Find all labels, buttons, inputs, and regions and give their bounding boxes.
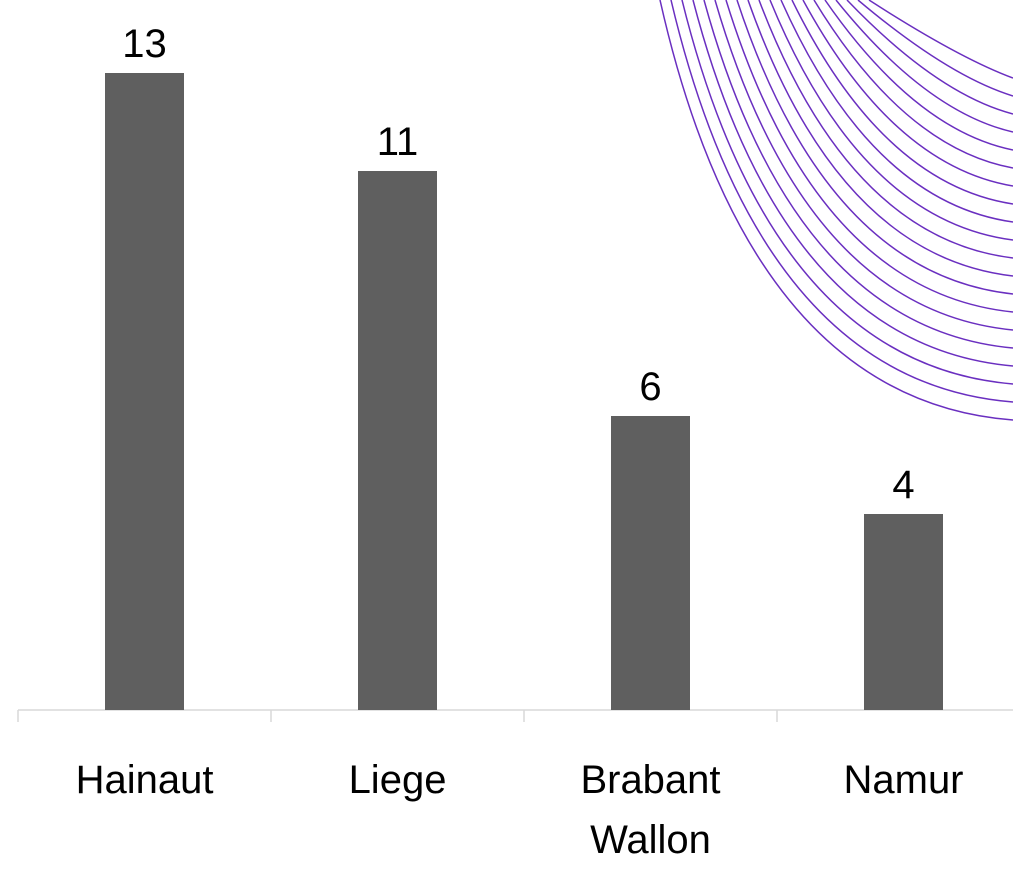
data-label: 6	[639, 365, 661, 409]
bar	[611, 416, 690, 710]
data-label: 13	[122, 22, 167, 66]
decorative-curve	[847, 0, 1013, 114]
decorative-curve	[803, 0, 1013, 186]
x-tick-label: Liege	[283, 750, 513, 810]
decorative-curve	[693, 0, 1013, 366]
bar	[864, 514, 943, 710]
bar	[105, 73, 184, 710]
decorative-curve	[825, 0, 1013, 150]
chart: 13 11 6 4	[0, 0, 1013, 864]
decorative-curve	[858, 0, 1013, 96]
decorative-curve	[715, 0, 1013, 330]
decorative-curve	[726, 0, 1013, 312]
x-tick-label: Hainaut	[30, 750, 260, 810]
page: 131164 (() => { const data = JSON.parse(…	[0, 0, 1013, 864]
data-label: 11	[377, 120, 419, 164]
x-tick-label: Namur	[789, 750, 1013, 810]
bar	[358, 171, 437, 710]
x-tick-label: Brabant Wallon	[536, 750, 766, 870]
data-label: 4	[892, 463, 914, 507]
decorative-curve	[682, 0, 1013, 384]
decorative-curve	[869, 0, 1013, 78]
